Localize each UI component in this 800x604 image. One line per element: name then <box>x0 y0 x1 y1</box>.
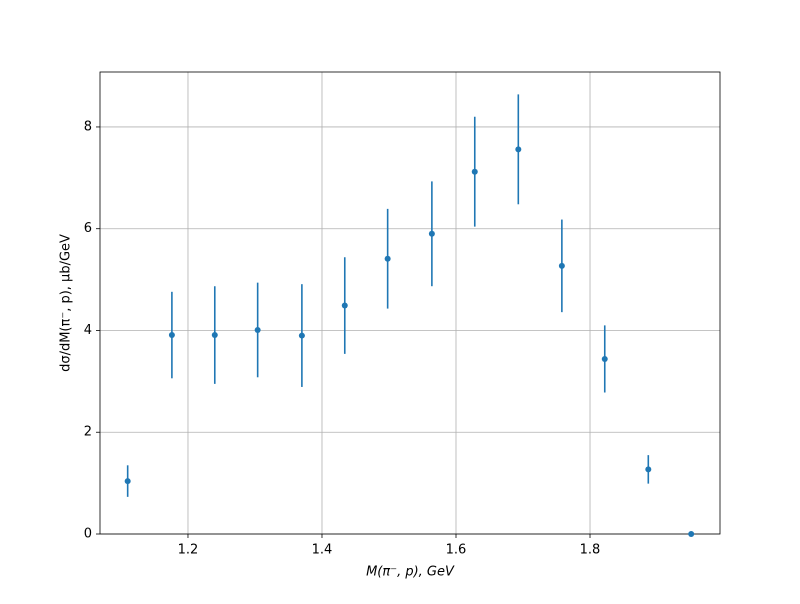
data-point <box>471 168 478 175</box>
data-point <box>341 302 348 309</box>
data-point <box>384 255 391 262</box>
x-axis-label: M(π⁻, p), GeV <box>366 565 455 580</box>
y-tick-label: 4 <box>84 323 92 338</box>
data-point <box>124 478 131 485</box>
data-point <box>211 332 218 339</box>
y-tick-label: 8 <box>84 119 92 134</box>
markers <box>124 94 695 537</box>
data-point <box>298 332 305 339</box>
y-tick-label: 0 <box>84 527 92 542</box>
data-point <box>254 326 261 333</box>
y-tick-label: 6 <box>84 221 92 236</box>
data-point <box>645 466 652 473</box>
x-tick-label: 1.8 <box>580 543 601 558</box>
data-point <box>558 262 565 269</box>
data-point <box>601 355 608 362</box>
data-point <box>515 146 522 153</box>
x-tick-label: 1.6 <box>446 543 467 558</box>
plot-frame <box>99 71 721 535</box>
y-axis-label: dσ/dM(π⁻, p), μb/GeV <box>59 234 74 372</box>
data-point <box>428 230 435 237</box>
x-tick-label: 1.4 <box>312 543 333 558</box>
data-point <box>688 531 695 537</box>
y-tick-label: 2 <box>84 425 92 440</box>
data-point <box>168 332 175 339</box>
x-tick-label: 1.2 <box>178 543 199 558</box>
